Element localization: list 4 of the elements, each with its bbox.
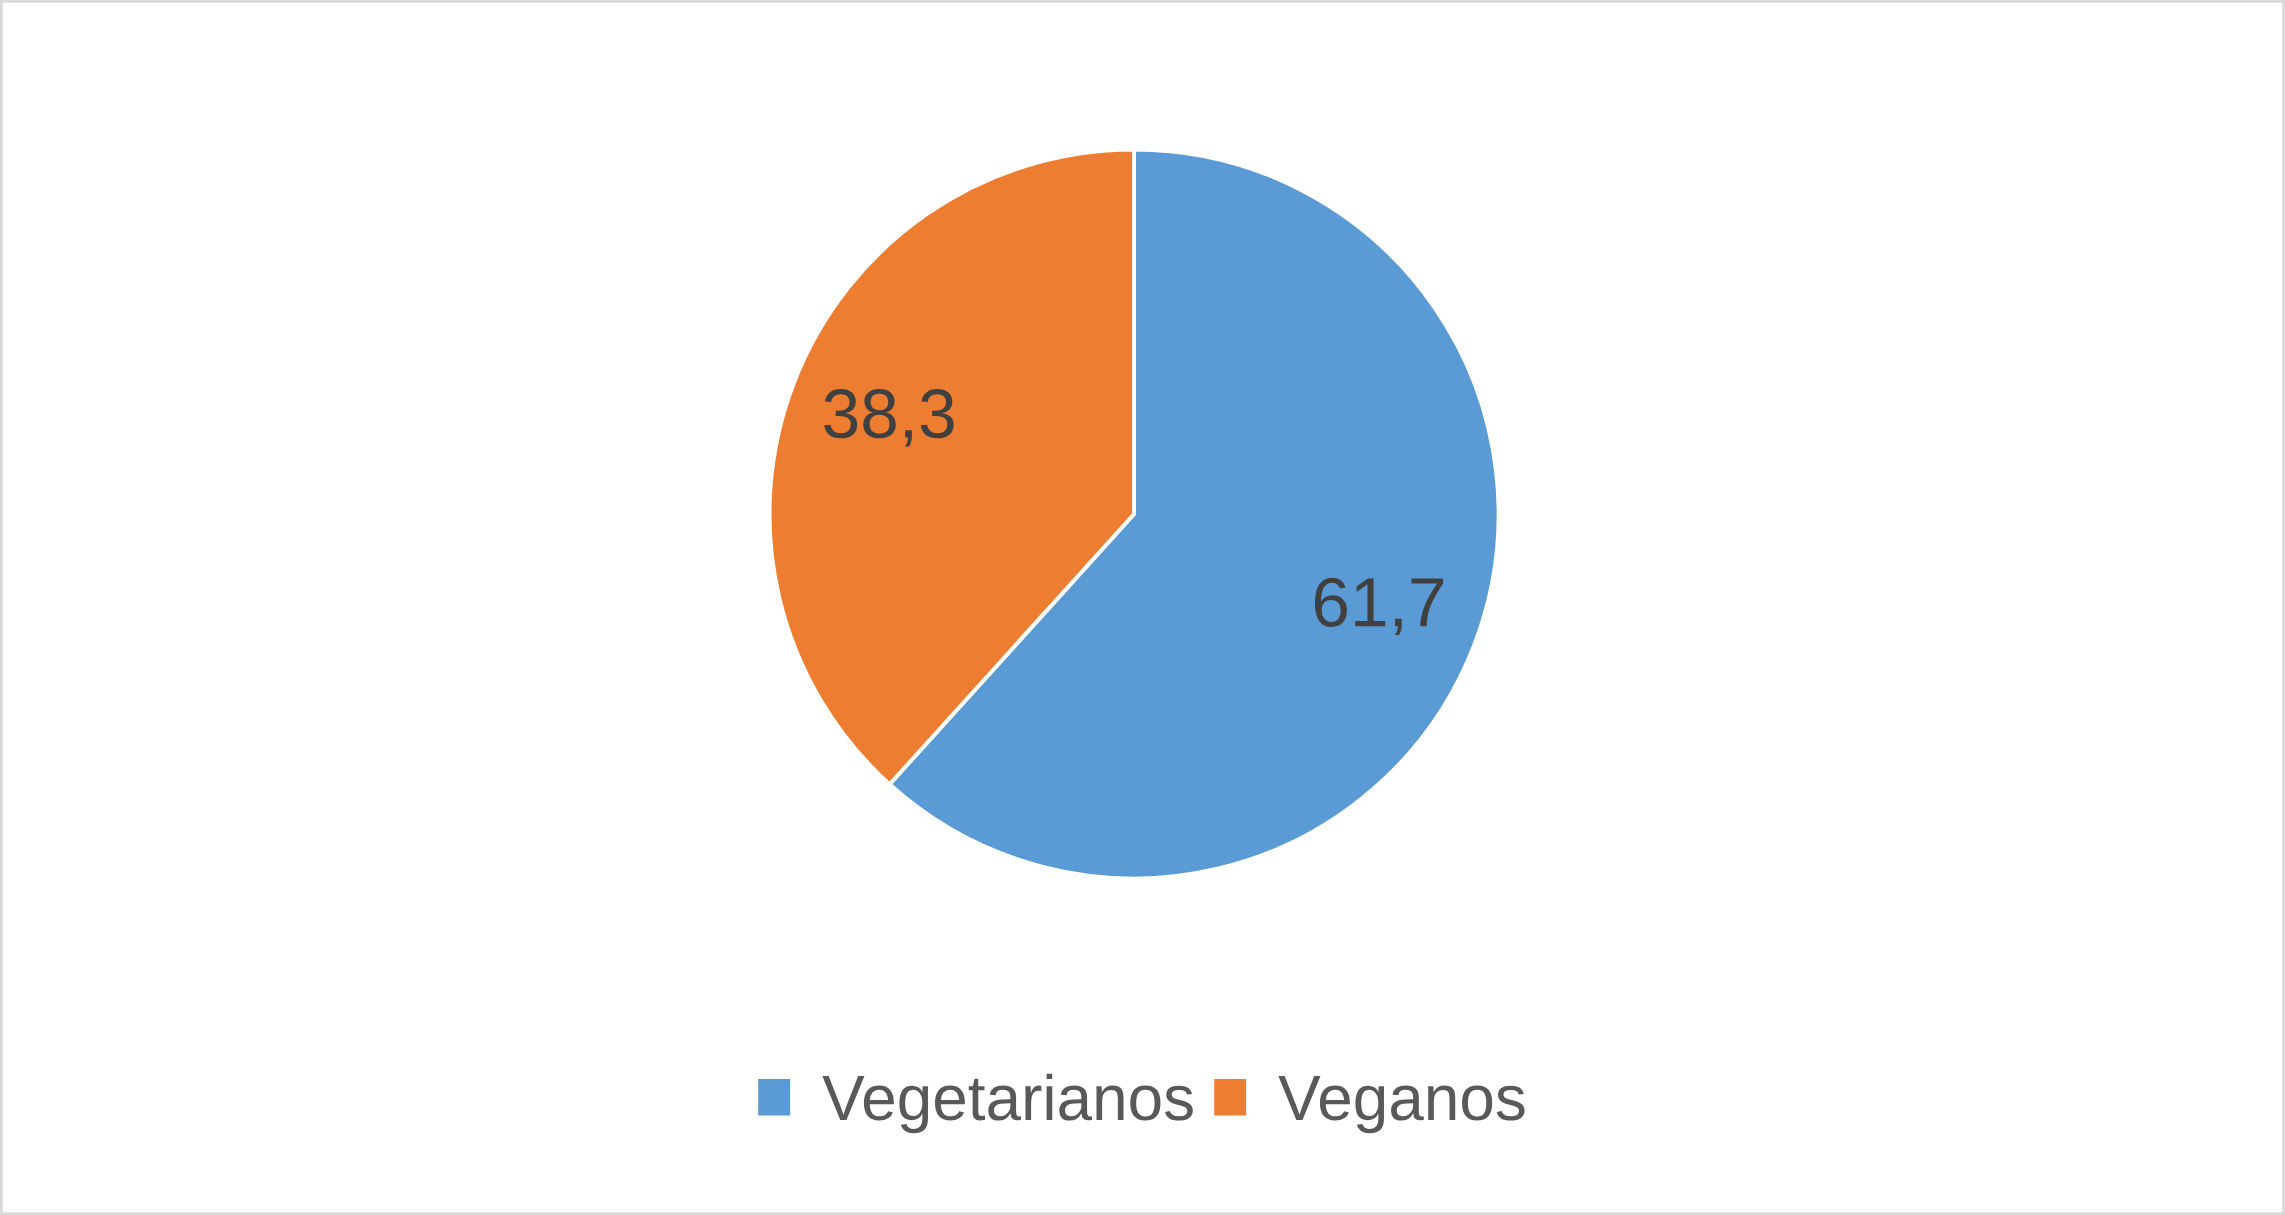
legend-label: Vegetarianos bbox=[822, 1073, 1193, 1134]
legend-label: Veganos bbox=[1278, 1075, 1525, 1134]
data-label: 38,3 bbox=[824, 389, 954, 447]
data-label: 61,7 bbox=[1314, 577, 1444, 636]
